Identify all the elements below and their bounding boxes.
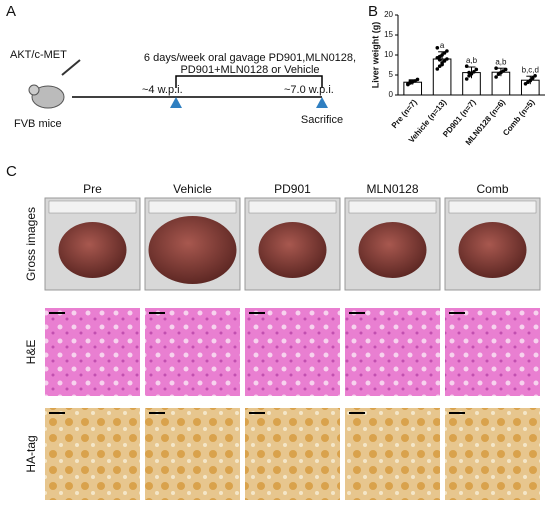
row-label: H&E (24, 340, 38, 365)
data-point (467, 74, 471, 78)
y-tick-label: 0 (389, 90, 394, 99)
data-point (435, 67, 440, 71)
data-point (464, 77, 469, 81)
data-point (472, 70, 476, 74)
liver (58, 222, 127, 278)
y-axis-label: Liver weight (g) (370, 22, 380, 89)
significance-label: b,c,d (522, 65, 539, 74)
panel-label: C (6, 163, 17, 180)
ha-image (245, 408, 340, 500)
ha-image (45, 408, 140, 500)
end-marker (316, 97, 328, 108)
data-point (445, 57, 449, 61)
he-image (345, 308, 440, 396)
ruler (348, 200, 437, 214)
he-image (145, 308, 240, 396)
timeline: AKT/c-MET FVB mice 6 days/week oral gava… (10, 49, 356, 130)
significance-label: a,b (466, 56, 478, 65)
he-image (245, 308, 340, 396)
column-header: Comb (476, 182, 508, 196)
data-point (440, 62, 444, 67)
ha-image (345, 408, 440, 500)
treatment-text: PD901+MLN0128 or Vehicle (180, 64, 319, 76)
sacrifice-label: Sacrifice (301, 114, 343, 126)
liver (148, 216, 237, 284)
column-header: Vehicle (173, 182, 212, 196)
panel-label: B (368, 3, 378, 20)
data-point (445, 49, 449, 53)
mouse-ear (28, 84, 40, 96)
column-header: Pre (83, 182, 102, 196)
liver (258, 222, 327, 278)
data-point (464, 64, 469, 68)
ruler (448, 200, 537, 214)
data-point (415, 77, 420, 82)
data-point (474, 67, 479, 72)
liver (458, 222, 527, 278)
end-label: ~7.0 w.p.i. (284, 84, 334, 96)
he-image (445, 308, 540, 396)
panel-label: A (6, 3, 16, 20)
ruler (248, 200, 337, 214)
column-header: MLN0128 (366, 182, 418, 196)
he-image (45, 308, 140, 396)
data-point (437, 58, 442, 62)
data-point (503, 67, 508, 72)
row-label: HA-tag (24, 435, 38, 472)
y-tick-label: 20 (384, 10, 393, 19)
treatment-text: 6 days/week oral gavage PD901,MLN0128, (144, 52, 356, 64)
x-tick-label: Pre (n=7) (390, 98, 419, 130)
data-point (494, 66, 498, 70)
start-label: ~4 w.p.i. (142, 84, 183, 96)
syringe (61, 59, 81, 76)
y-tick-label: 15 (384, 30, 393, 39)
ha-image (145, 408, 240, 500)
data-point (442, 59, 447, 63)
mouse-icon (31, 85, 65, 109)
data-point (408, 79, 413, 84)
liver (358, 222, 427, 278)
column-header: PD901 (274, 182, 311, 196)
data-point (440, 53, 444, 57)
y-tick-label: 5 (389, 70, 394, 79)
row-label: Gross images (24, 207, 38, 281)
ha-image (445, 408, 540, 500)
data-point (533, 74, 537, 78)
ruler (48, 200, 137, 214)
data-point (467, 70, 471, 75)
model-label: AKT/c-MET (10, 49, 67, 61)
data-point (494, 75, 498, 79)
data-point (406, 82, 410, 86)
significance-label: a (440, 41, 445, 50)
data-point (530, 76, 535, 80)
significance-label: a,b (495, 57, 507, 66)
mouse-label: FVB mice (14, 118, 62, 130)
y-tick-label: 10 (384, 50, 393, 59)
start-marker (170, 97, 182, 108)
data-point (442, 51, 447, 55)
data-point (528, 78, 533, 83)
data-point (435, 46, 440, 50)
treatment-bracket (175, 75, 323, 88)
ruler (148, 200, 237, 214)
